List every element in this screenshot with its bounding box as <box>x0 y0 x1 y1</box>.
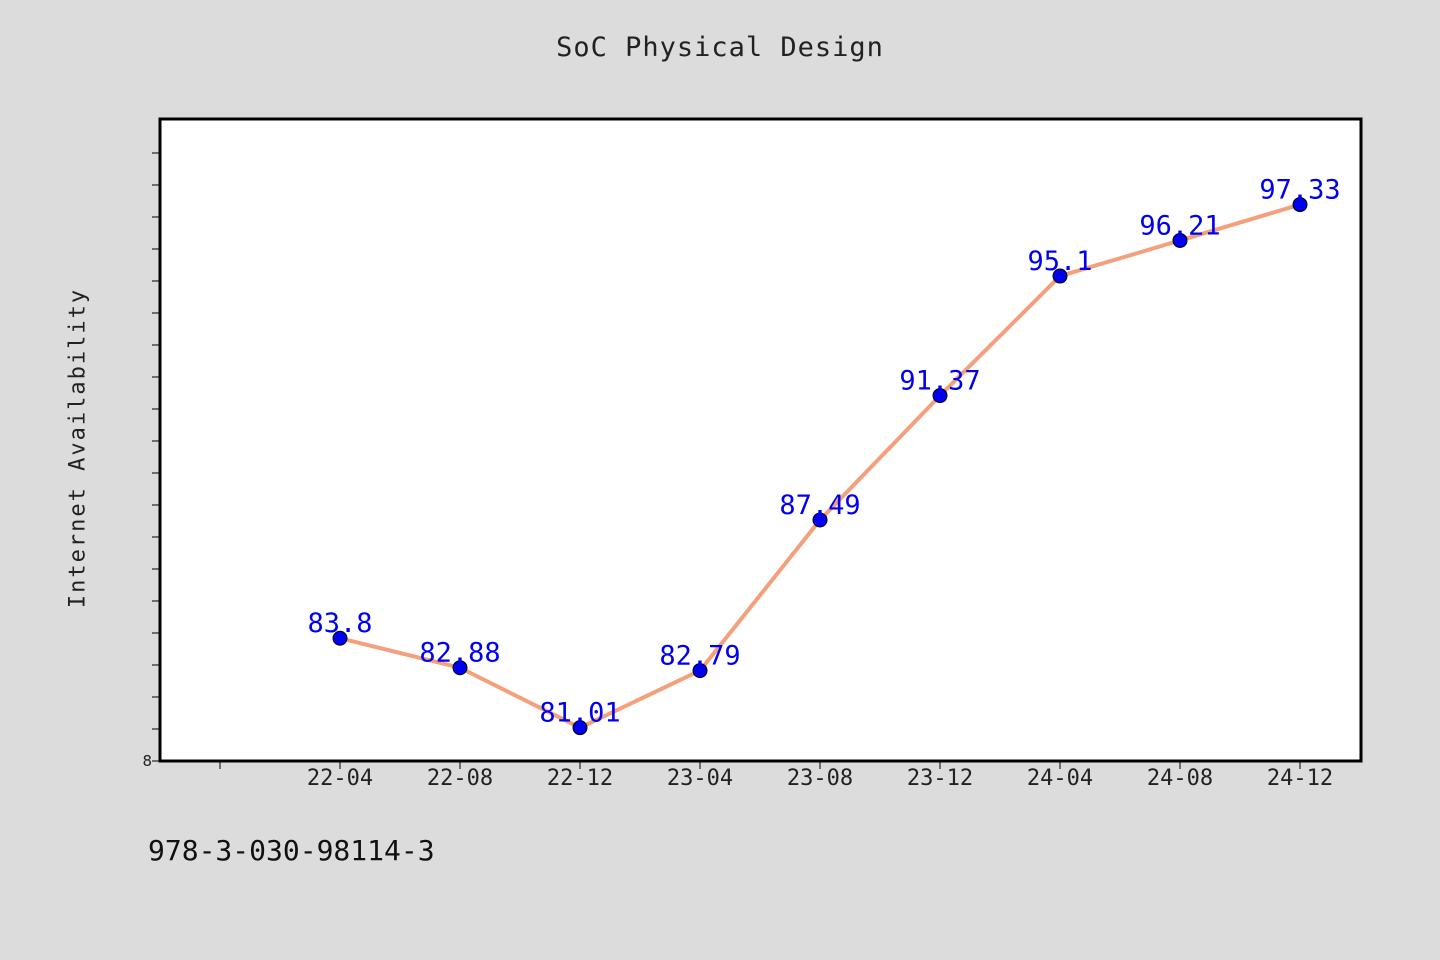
data-label: 83.8 <box>307 608 372 639</box>
data-point <box>1052 268 1068 284</box>
data-point <box>812 512 828 528</box>
x-tick-label: 23-12 <box>907 766 973 791</box>
x-tick-label: 23-08 <box>787 766 853 791</box>
footer-code: 978-3-030-98114-3 <box>148 834 435 867</box>
data-label: 82.88 <box>419 638 500 669</box>
data-point <box>692 663 708 679</box>
y-axis-ticks: 8 <box>142 152 160 770</box>
y-axis-label: Internet Availability <box>65 287 91 609</box>
data-label: 97.33 <box>1259 175 1340 206</box>
data-point <box>452 660 468 676</box>
y-tick-label: 8 <box>142 752 152 770</box>
data-point <box>572 720 588 736</box>
data-point <box>332 630 348 646</box>
x-tick-label: 22-12 <box>547 766 613 791</box>
x-tick-label: 24-04 <box>1027 766 1093 791</box>
plot-area <box>158 117 1363 763</box>
x-tick-label: 24-08 <box>1147 766 1213 791</box>
x-tick-label: 22-08 <box>427 766 493 791</box>
x-axis-ticks: 22-04 22-08 22-12 23-04 23-08 23-12 24-04 24-08… <box>219 761 1333 791</box>
series-layer: 83.8 82.88 81.01 82.79 87.49 91.37 95.1 96.21 97… <box>307 175 1341 736</box>
data-point <box>932 388 948 404</box>
data-label: 96.21 <box>1139 210 1220 241</box>
data-label: 81.01 <box>539 698 620 729</box>
data-label: 91.37 <box>899 366 980 397</box>
x-tick-label: 22-04 <box>307 766 373 791</box>
data-label: 87.49 <box>779 490 860 521</box>
data-label: 95.1 <box>1027 246 1092 277</box>
x-tick-label: 24-12 <box>1267 766 1333 791</box>
data-point <box>1292 197 1308 213</box>
chart-title: SoC Physical Design <box>556 32 884 63</box>
data-point <box>1172 232 1188 248</box>
data-label: 82.79 <box>659 641 740 672</box>
x-tick-label: 23-04 <box>667 766 733 791</box>
